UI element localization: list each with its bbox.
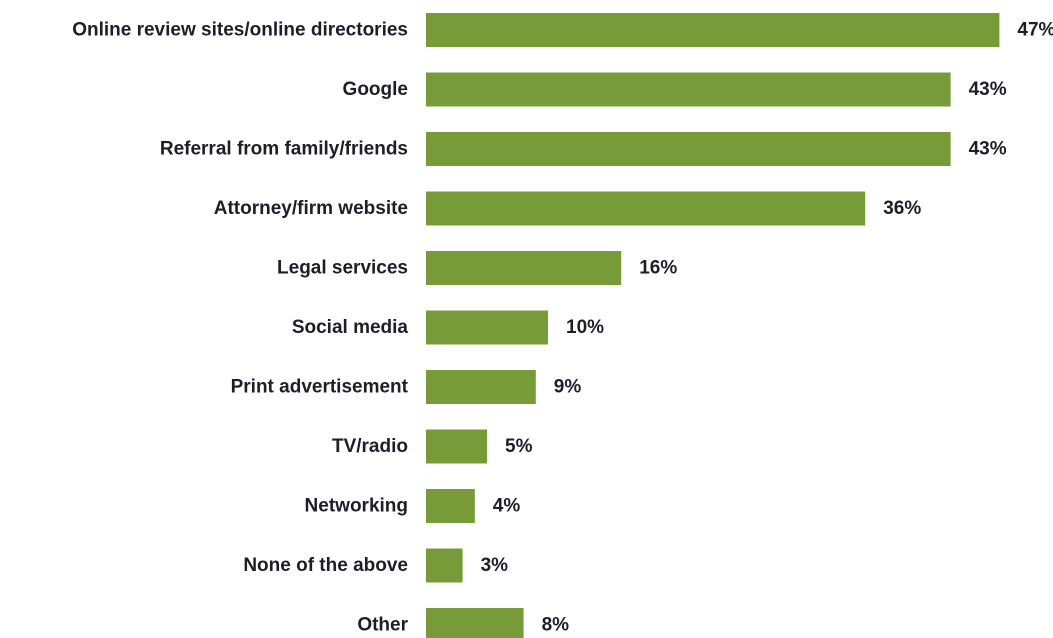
value-label: 3%	[481, 555, 509, 576]
category-label: TV/radio	[332, 436, 408, 457]
category-label: Print advertisement	[231, 377, 409, 398]
bar-8	[426, 489, 475, 523]
bar-1	[426, 72, 951, 107]
category-label: Online review sites/online directories	[72, 20, 408, 41]
bar-0	[426, 13, 1000, 47]
value-label: 10%	[566, 317, 604, 338]
bar-3	[426, 191, 866, 226]
value-label: 9%	[554, 377, 582, 398]
bar-9	[426, 548, 463, 583]
category-label: Google	[343, 79, 408, 100]
value-label: 8%	[542, 615, 570, 636]
value-label: 36%	[883, 198, 921, 219]
bar-4	[426, 251, 622, 285]
value-label: 5%	[505, 436, 533, 457]
category-label: Legal services	[277, 258, 408, 279]
bar-7	[426, 429, 487, 464]
value-label: 47%	[1017, 20, 1053, 41]
value-label: 43%	[969, 139, 1007, 160]
bar-5	[426, 310, 548, 345]
category-label: Referral from family/friends	[160, 139, 408, 160]
bar-2	[426, 132, 951, 166]
category-label: Networking	[305, 496, 408, 517]
value-label: 43%	[969, 79, 1007, 100]
category-label: Social media	[292, 317, 409, 338]
bars-group	[426, 13, 1000, 638]
category-label: Attorney/firm website	[214, 198, 408, 219]
category-labels-group: Online review sites/online directories Go…	[72, 20, 408, 636]
category-label: None of the above	[243, 555, 408, 576]
bar-6	[426, 370, 536, 404]
value-label: 4%	[493, 496, 521, 517]
bar-10	[426, 608, 524, 638]
value-labels-group: 47% 43% 43% 36% 16% 10% 9% 5% 4% 3% 8%	[481, 20, 1053, 636]
value-label: 16%	[639, 258, 677, 279]
category-label: Other	[357, 615, 408, 636]
